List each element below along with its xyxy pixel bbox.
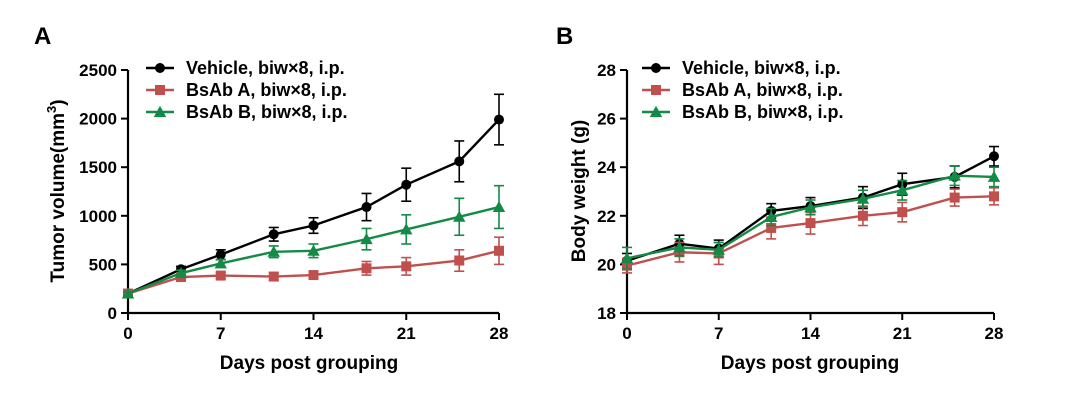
data-point bbox=[215, 249, 226, 260]
y-tick-label-b: 24 bbox=[597, 158, 616, 177]
data-point bbox=[215, 270, 226, 281]
data-point bbox=[949, 192, 960, 203]
legend-item-a-1: Vehicle, biw×8, i.p. bbox=[146, 58, 345, 78]
legend-item-b-2: BsAb A, biw×8, i.p. bbox=[642, 80, 843, 100]
data-point bbox=[268, 229, 279, 240]
ticks-a: 0 7 14 21 28 0 500 1000 1500 2000 2500 bbox=[79, 61, 508, 343]
series-a-3 bbox=[121, 184, 506, 299]
legend-marker bbox=[155, 63, 165, 73]
legend-label: Vehicle, biw×8, i.p. bbox=[186, 58, 345, 78]
y-axis-title-a: Tumor volume(mm3) bbox=[44, 99, 69, 282]
panel-letter-b: B bbox=[556, 23, 573, 50]
y-tick-label-a: 1000 bbox=[79, 207, 117, 226]
data-point bbox=[856, 192, 870, 204]
data-point bbox=[804, 201, 817, 213]
data-point bbox=[948, 169, 961, 181]
series-group-b bbox=[620, 145, 1001, 274]
y-tick-label-b: 18 bbox=[597, 304, 616, 323]
x-tick-label-a: 14 bbox=[304, 324, 323, 343]
series-b-3 bbox=[620, 165, 1001, 271]
data-point bbox=[989, 151, 999, 162]
y-tick-label-a: 2500 bbox=[79, 61, 117, 80]
data-point bbox=[267, 245, 280, 257]
series-a-1 bbox=[123, 93, 504, 299]
legend-item-a-3: BsAb B, biw×8, i.p. bbox=[146, 102, 348, 122]
data-point bbox=[712, 243, 725, 255]
legend-label: BsAb B, biw×8, i.p. bbox=[186, 102, 348, 122]
data-point bbox=[174, 266, 188, 279]
legend-marker bbox=[651, 63, 661, 73]
y-tick-label-a: 2000 bbox=[79, 110, 117, 129]
data-point bbox=[307, 244, 320, 256]
data-point bbox=[454, 156, 465, 167]
data-point bbox=[121, 287, 135, 299]
legend-item-b-3: BsAb B, biw×8, i.p. bbox=[642, 102, 844, 122]
x-tick-label-b: 14 bbox=[801, 324, 820, 343]
data-point bbox=[361, 202, 372, 213]
x-tick-label-a: 0 bbox=[123, 324, 132, 343]
legend-marker bbox=[649, 105, 663, 117]
data-point bbox=[764, 210, 778, 222]
data-point bbox=[308, 220, 319, 231]
data-point bbox=[401, 261, 412, 272]
data-point bbox=[361, 263, 372, 274]
data-point bbox=[400, 223, 413, 235]
legend-label: Vehicle, biw×8, i.p. bbox=[682, 58, 841, 78]
legend-a: Vehicle, biw×8, i.p.BsAb A, biw×8, i.p.B… bbox=[146, 58, 348, 122]
legend-marker bbox=[651, 85, 661, 95]
legend-label: BsAb B, biw×8, i.p. bbox=[682, 102, 844, 122]
data-point bbox=[896, 184, 909, 196]
panel-b: B Days post grouping Body weight (g) 0 7 1… bbox=[556, 23, 1003, 374]
x-tick-label-b: 28 bbox=[985, 324, 1004, 343]
legend-b: Vehicle, biw×8, i.p.BsAb A, biw×8, i.p.B… bbox=[642, 58, 844, 122]
y-tick-label-a: 0 bbox=[108, 304, 117, 323]
y-axis-title-a-main: Tumor volume(mm bbox=[48, 113, 69, 283]
legend-item-a-2: BsAb A, biw×8, i.p. bbox=[146, 80, 347, 100]
data-point bbox=[268, 271, 279, 282]
data-point bbox=[989, 191, 999, 202]
legend-marker bbox=[155, 85, 165, 95]
legend-label: BsAb A, biw×8, i.p. bbox=[186, 80, 347, 100]
x-axis-title-a: Days post grouping bbox=[220, 353, 398, 374]
y-axis-title-a-superscript: 3 bbox=[44, 106, 59, 113]
legend-marker bbox=[153, 105, 167, 117]
panel-letter-a: A bbox=[34, 23, 51, 50]
data-point bbox=[492, 200, 506, 213]
x-tick-label-a: 7 bbox=[216, 324, 225, 343]
y-axis-title-a-end: ) bbox=[48, 99, 69, 105]
data-point bbox=[360, 232, 373, 245]
data-point bbox=[620, 252, 634, 264]
y-tick-label-b: 20 bbox=[597, 255, 616, 274]
data-point bbox=[673, 241, 686, 253]
x-axis-title-b: Days post grouping bbox=[721, 353, 899, 374]
data-point bbox=[897, 207, 908, 218]
x-tick-label-a: 28 bbox=[490, 324, 509, 343]
data-point bbox=[453, 210, 466, 222]
y-axis-title-b: Body weight (g) bbox=[569, 120, 590, 262]
legend-item-b-1: Vehicle, biw×8, i.p. bbox=[642, 58, 841, 78]
y-tick-label-b: 28 bbox=[597, 61, 616, 80]
x-tick-label-a: 21 bbox=[397, 324, 416, 343]
data-point bbox=[401, 179, 412, 190]
y-tick-label-a: 1500 bbox=[79, 158, 117, 177]
data-point bbox=[766, 222, 777, 233]
y-tick-label-b: 22 bbox=[597, 207, 616, 226]
data-point bbox=[494, 245, 504, 256]
panel-a: A Days post grouping Tumor volume(mm3) 0… bbox=[34, 23, 508, 374]
y-tick-label-b: 26 bbox=[597, 110, 616, 129]
y-tick-label-a: 500 bbox=[89, 255, 117, 274]
data-point bbox=[987, 170, 1001, 182]
data-point bbox=[308, 270, 319, 281]
data-point bbox=[857, 210, 868, 221]
series-group-a bbox=[121, 93, 506, 299]
data-point bbox=[805, 218, 816, 229]
x-tick-label-b: 21 bbox=[893, 324, 912, 343]
data-point bbox=[214, 257, 227, 269]
legend-label: BsAb A, biw×8, i.p. bbox=[682, 80, 843, 100]
data-point bbox=[494, 114, 504, 125]
x-tick-label-b: 7 bbox=[714, 324, 723, 343]
x-tick-label-b: 0 bbox=[622, 324, 631, 343]
data-point bbox=[454, 255, 465, 266]
